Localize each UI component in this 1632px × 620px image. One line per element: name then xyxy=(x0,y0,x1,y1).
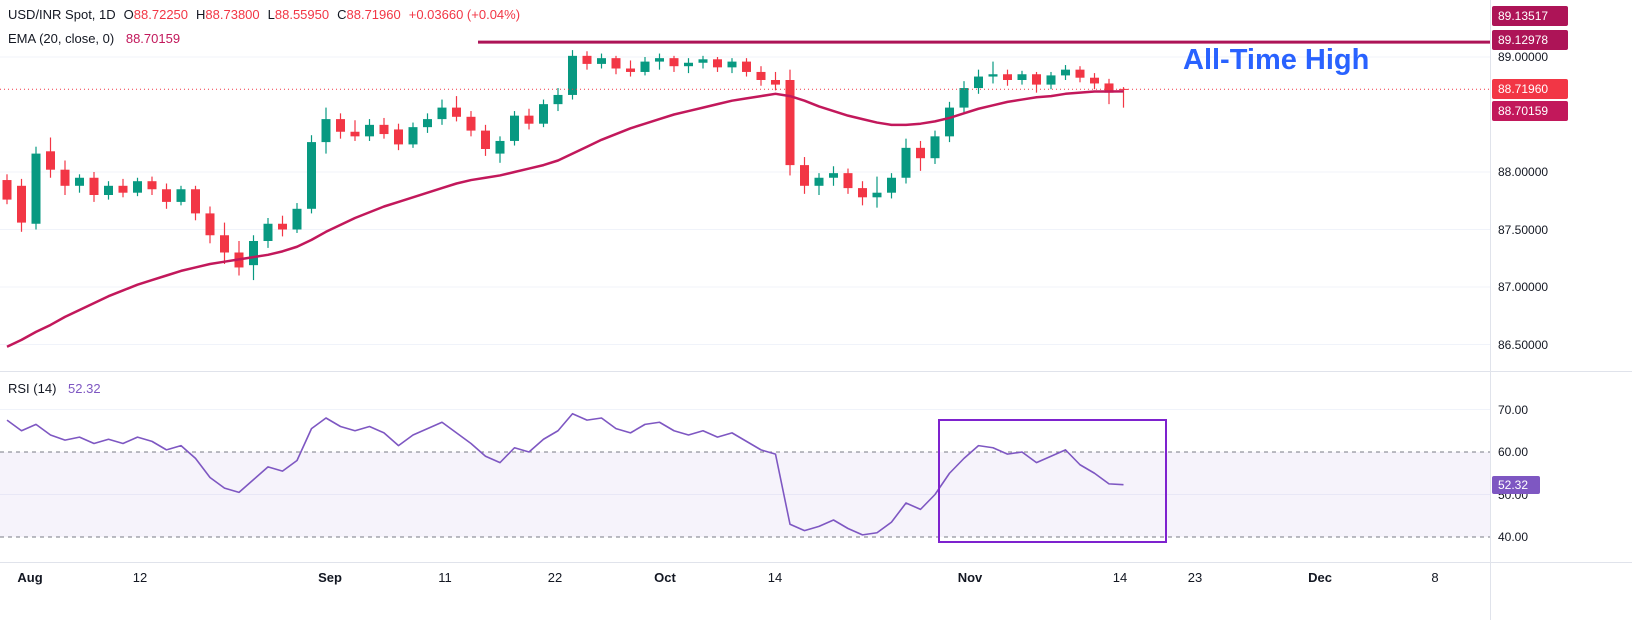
time-axis-label: 14 xyxy=(767,570,783,585)
ema-legend[interactable]: EMA (20, close, 0) 88.70159 xyxy=(8,31,180,46)
time-axis-label: Sep xyxy=(318,570,342,585)
time-axis-label: 22 xyxy=(547,570,563,585)
time-axis-label: 8 xyxy=(1431,570,1439,585)
time-axis-label: Dec xyxy=(1308,570,1332,585)
low-label: L xyxy=(267,7,275,22)
price-badge: 89.13517 xyxy=(1492,6,1568,26)
high-label: H xyxy=(196,7,206,22)
time-axis-label: Aug xyxy=(17,570,43,585)
time-axis-label: 12 xyxy=(132,570,148,585)
time-axis-label: Nov xyxy=(957,570,983,585)
ema-value: 88.70159 xyxy=(125,31,181,46)
ema-title: EMA (20, close, 0) xyxy=(8,31,115,46)
price-badge: 88.71960 xyxy=(1492,79,1568,99)
price-axis-label: 86.50000 xyxy=(1498,337,1549,352)
time-axis-label: 14 xyxy=(1112,570,1128,585)
rsi-axis-label: 70.00 xyxy=(1498,402,1529,417)
price-badge: 89.12978 xyxy=(1492,30,1568,50)
price-badge: 88.70159 xyxy=(1492,101,1568,121)
price-axis-label: 89.00000 xyxy=(1498,50,1549,64)
open-value: 88.72250 xyxy=(133,7,189,22)
price-axis-label: 88.00000 xyxy=(1498,165,1549,179)
high-value: 88.73800 xyxy=(205,7,260,22)
rsi-axis-label: 60.00 xyxy=(1498,445,1529,459)
close-label: C xyxy=(337,7,347,22)
rsi-legend[interactable]: RSI (14) 52.32 xyxy=(8,381,101,396)
symbol-legend[interactable]: USD/INR Spot, 1D O88.72250 H88.73800 L88.55… xyxy=(8,7,520,22)
symbol-title: USD/INR Spot, 1D xyxy=(8,7,116,22)
open-label: O xyxy=(123,7,134,22)
time-axis-label: Oct xyxy=(654,570,676,585)
close-value: 88.71960 xyxy=(346,7,401,22)
rsi-value-badge: 52.32 xyxy=(1492,475,1540,494)
rsi-highlight-rect[interactable] xyxy=(938,418,1167,544)
rsi-title: RSI (14) xyxy=(8,381,57,396)
rsi-value: 52.32 xyxy=(68,381,101,396)
rsi-axis-label: 40.00 xyxy=(1498,530,1529,544)
time-axis-label: 11 xyxy=(438,570,452,585)
time-axis-label: 23 xyxy=(1187,570,1203,585)
low-value: 88.55950 xyxy=(274,7,330,22)
all-time-high-annotation[interactable]: All-Time High xyxy=(1183,44,1370,76)
price-axis-label: 87.50000 xyxy=(1498,222,1549,237)
price-axis-label: 87.00000 xyxy=(1498,280,1549,294)
change-value: +0.03660 (+0.04%) xyxy=(408,7,521,22)
